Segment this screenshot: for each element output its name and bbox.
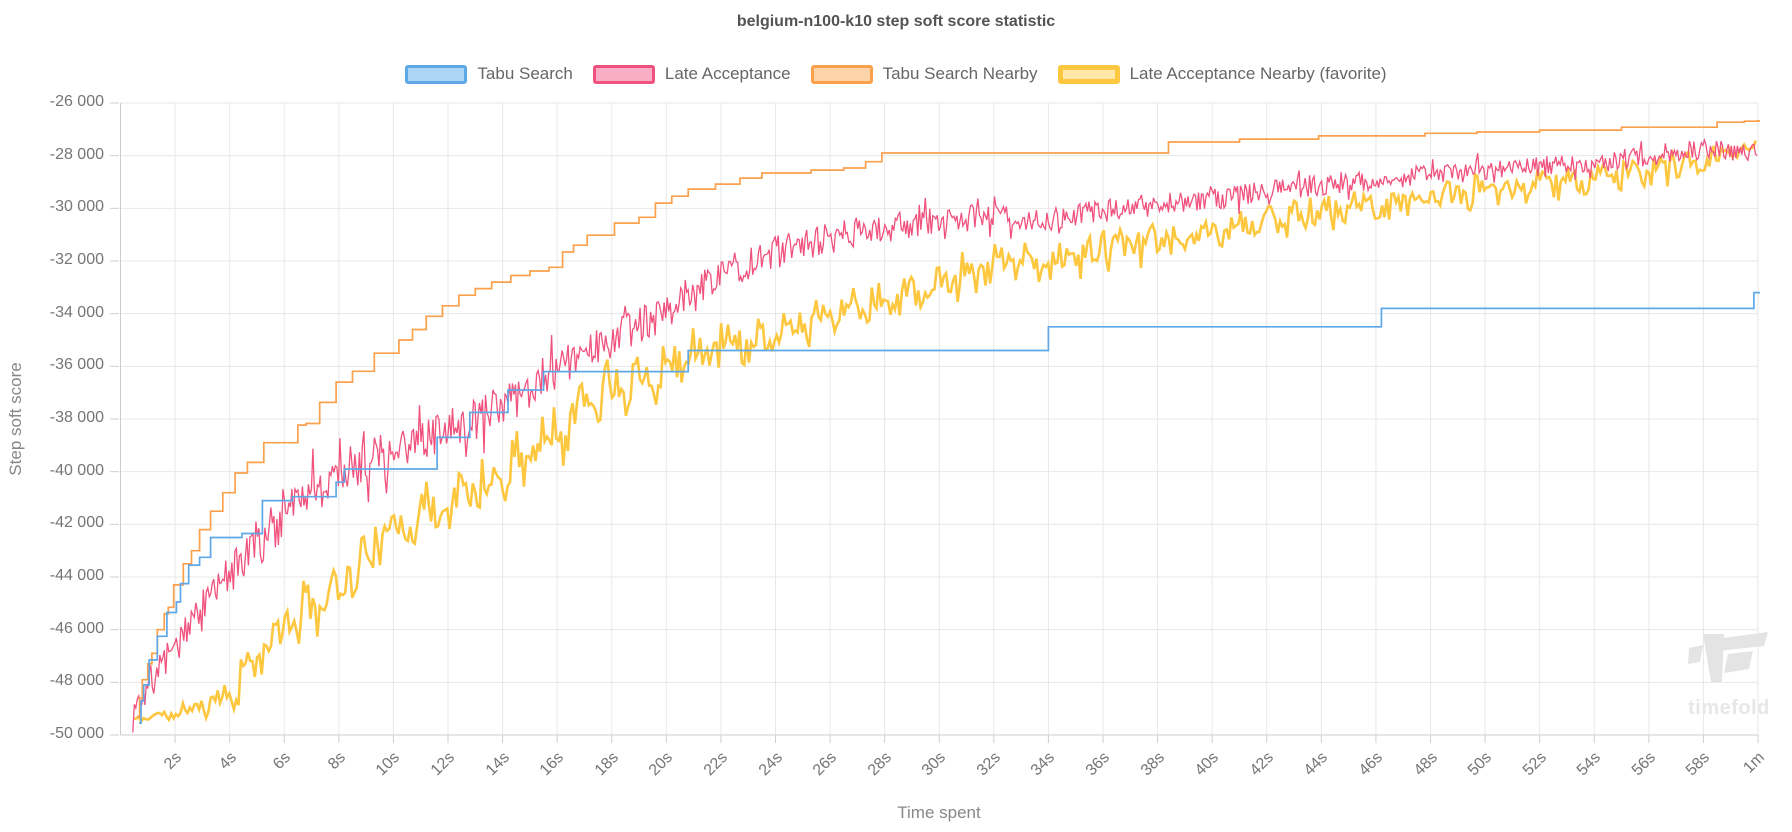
y-tick-label: -32 000 [49, 251, 104, 268]
timefold-logo-icon [1688, 632, 1768, 682]
series-line-tabu-search [139, 291, 1760, 724]
legend-item-tabu-search[interactable]: Tabu Search [405, 64, 573, 84]
legend-swatch-tabu-search [405, 64, 468, 84]
x-axis-title: Time spent [897, 803, 981, 822]
y-axis-title: Step soft score [6, 362, 25, 476]
y-tick-label: -48 000 [49, 672, 104, 690]
legend-label-late-acceptance-nearby-favorite: Late Acceptance Nearby (favorite) [1129, 64, 1387, 83]
y-tick-label: -46 000 [49, 619, 104, 637]
legend-swatch-tabu-search-nearby [810, 64, 873, 84]
y-tick-label: -44 000 [49, 567, 104, 584]
legend-item-late-acceptance[interactable]: Late Acceptance [592, 64, 791, 84]
series-line-late-acceptance [132, 137, 1758, 733]
legend-label-tabu-search: Tabu Search [477, 64, 573, 83]
series-line-late-acceptance-nearby-favorite [133, 140, 1757, 725]
legend-item-tabu-search-nearby[interactable]: Tabu Search Nearby [810, 64, 1038, 84]
legend-swatch-late-acceptance-nearby-favorite [1057, 64, 1120, 84]
legend-label-tabu-search-nearby: Tabu Search Nearby [882, 64, 1038, 83]
watermark: timefold [1688, 630, 1770, 720]
legend-label-late-acceptance: Late Acceptance [664, 64, 791, 83]
chart-legend: Tabu Search Late Acceptance Tabu Search Ne… [0, 64, 1792, 84]
chart-title: belgium-n100-k10 step soft score statist… [736, 13, 1056, 30]
legend-swatch-late-acceptance [592, 64, 655, 84]
y-tick-label: -42 000 [49, 514, 104, 532]
y-tick-label: -38 000 [49, 409, 104, 426]
y-tick-label: -26 000 [49, 93, 104, 110]
y-tick-label: -30 000 [49, 198, 104, 216]
series-line-tabu-search-nearby [136, 120, 1760, 718]
legend-item-late-acceptance-nearby-favorite[interactable]: Late Acceptance Nearby (favorite) [1057, 64, 1387, 84]
watermark-brand-text: timefold [1688, 697, 1770, 719]
y-tick-label: -34 000 [49, 303, 104, 321]
y-tick-label: -36 000 [49, 356, 104, 374]
y-tick-label: -50 000 [49, 725, 104, 742]
y-tick-label: -40 000 [49, 461, 104, 479]
y-tick-label: -28 000 [49, 145, 104, 163]
